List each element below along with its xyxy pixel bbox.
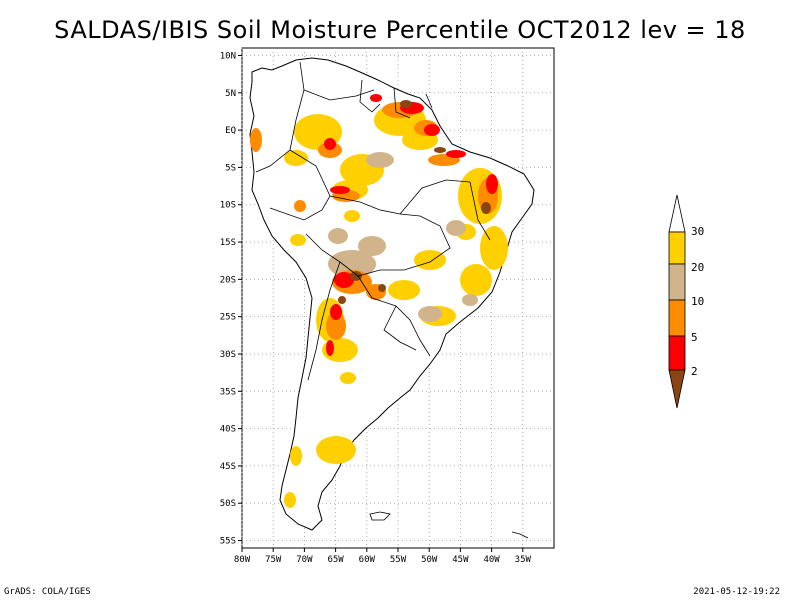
timestamp: 2021-05-12-19:22 (693, 587, 780, 597)
colorbar-label-20: 20 (691, 261, 704, 274)
longitude-axis: 80W 75W 70W 65W 60W 55W 50W 45W 40W 35W (234, 548, 532, 565)
lon-tick-label: 55W (390, 555, 407, 565)
lat-tick-label: 10N (220, 51, 236, 61)
lat-tick-label: 15S (220, 238, 236, 248)
lat-tick-label: 35S (220, 387, 236, 397)
colorbar-segment-20-30 (668, 231, 686, 265)
lat-tick-label: 5S (225, 163, 236, 173)
shade-10-20 (328, 152, 478, 322)
colorbar-segment-below-2 (668, 369, 686, 409)
colorbar-segment-10-20 (668, 263, 686, 301)
lat-tick-label: 50S (220, 499, 236, 509)
lat-tick-label: 30S (220, 350, 236, 360)
lon-tick-label: 60W (359, 555, 376, 565)
lat-tick-label: 40S (220, 425, 236, 435)
colorbar-segment-above-30 (668, 194, 686, 233)
colorbar-legend: 30 20 10 5 2 (668, 194, 704, 409)
lat-tick-label: 45S (220, 462, 236, 472)
south-georgia-island (511, 531, 529, 539)
grads-credit: GrADS: COLA/IGES (4, 587, 91, 597)
lon-tick-label: 75W (265, 555, 282, 565)
colorbar-label-5: 5 (691, 331, 698, 344)
colorbar-label-2: 2 (691, 365, 698, 378)
falkland-islands (369, 511, 391, 521)
percentile-shading (250, 94, 508, 508)
lon-tick-label: 40W (483, 555, 500, 565)
lon-tick-label: 45W (452, 555, 469, 565)
lon-tick-label: 80W (234, 555, 251, 565)
lat-tick-label: 10S (220, 201, 236, 211)
lon-tick-label: 70W (296, 555, 313, 565)
colorbar-label-10: 10 (691, 295, 704, 308)
lat-tick-label: 55S (220, 537, 236, 547)
lon-tick-label: 50W (421, 555, 438, 565)
latitude-axis: 10N 5N EQ 5S 10S 15S 20S 25S 30S 35S 40S 45S 50S 55S (220, 51, 242, 547)
colorbar-segment-5-10 (668, 299, 686, 337)
lon-tick-label: 35W (515, 555, 532, 565)
colorbar-label-30: 30 (691, 225, 704, 238)
lon-tick-label: 65W (327, 555, 344, 565)
shade-2-5 (324, 94, 498, 356)
lat-tick-label: EQ (225, 126, 236, 136)
shade-below-2 (338, 100, 491, 304)
lat-tick-label: 20S (220, 275, 236, 285)
lat-tick-label: 5N (225, 89, 236, 99)
country-borders (255, 61, 491, 381)
lat-tick-label: 25S (220, 313, 236, 323)
colorbar-segment-2-5 (668, 335, 686, 371)
map-title: SALDAS/IBIS Soil Moisture Percentile OCT… (54, 16, 746, 44)
